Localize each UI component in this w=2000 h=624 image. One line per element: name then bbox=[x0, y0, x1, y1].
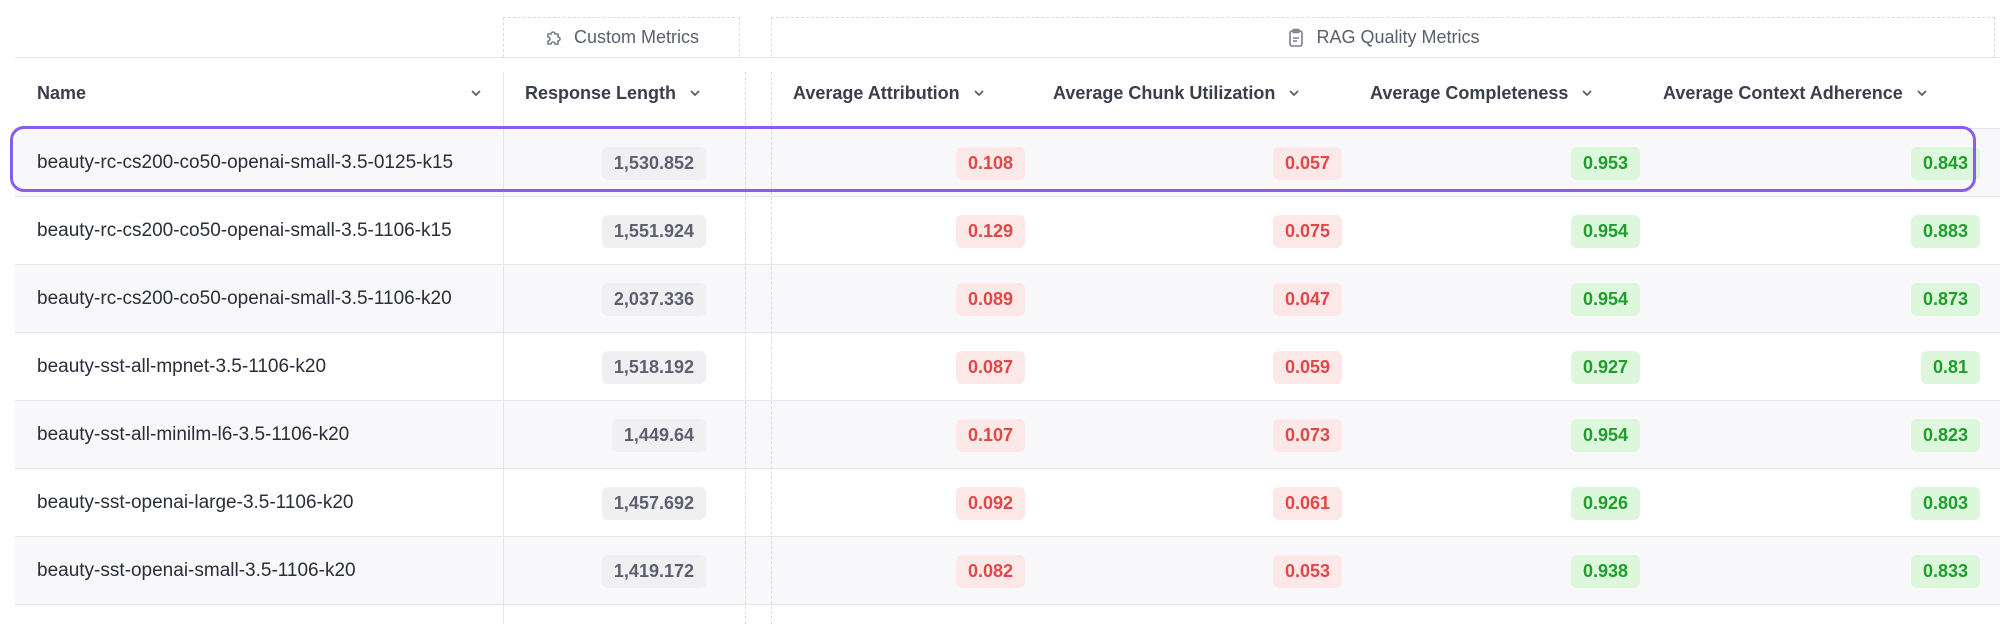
response-length-value: 1,551.924 bbox=[601, 214, 706, 248]
table-row[interactable]: beauty-sst-all-minilm-l6-3.5-1106-k20 1,… bbox=[15, 401, 2000, 469]
attribution-value: 0.082 bbox=[955, 554, 1025, 588]
column-header-chunk-utilization-label: Average Chunk Utilization bbox=[1053, 82, 1276, 103]
column-header-average-context-adherence[interactable]: Average Context Adherence bbox=[1663, 58, 1983, 128]
column-header-name[interactable]: Name bbox=[37, 58, 483, 128]
rag-quality-metrics-group: RAG Quality Metrics bbox=[771, 17, 1995, 57]
column-header-context-adherence-label: Average Context Adherence bbox=[1663, 82, 1903, 103]
table-row[interactable]: beauty-sst-all-mpnet-3.5-1106-k20 1,518.… bbox=[15, 333, 2000, 401]
table-row[interactable]: beauty-sst-openai-small-3.5-1106-k20 1,4… bbox=[15, 537, 2000, 605]
completeness-value: 0.954 bbox=[1570, 282, 1640, 316]
run-name: beauty-rc-cs200-co50-openai-small-3.5-01… bbox=[37, 152, 454, 173]
group-header-row: Custom Metrics RAG Quality Metrics bbox=[15, 15, 2000, 57]
column-header-row: Name Response Length Average Attribution… bbox=[15, 57, 2000, 129]
table-body: beauty-rc-cs200-co50-openai-small-3.5-01… bbox=[15, 129, 2000, 619]
completeness-value: 0.927 bbox=[1570, 350, 1640, 384]
context-adherence-value: 0.81 bbox=[1920, 350, 1980, 384]
column-header-attribution-label: Average Attribution bbox=[793, 82, 960, 103]
completeness-value: 0.938 bbox=[1570, 554, 1640, 588]
table-row[interactable]: beauty-sst-openai-large-3.5-1106-k20 1,4… bbox=[15, 469, 2000, 537]
column-divider bbox=[745, 72, 746, 624]
attribution-value: 0.107 bbox=[955, 418, 1025, 452]
column-header-average-completeness[interactable]: Average Completeness bbox=[1370, 58, 1630, 128]
table-row[interactable]: beauty-rc-cs200-co50-openai-small-3.5-11… bbox=[15, 197, 2000, 265]
context-adherence-value: 0.823 bbox=[1910, 418, 1980, 452]
chunk-utilization-value: 0.061 bbox=[1272, 486, 1342, 520]
chunk-utilization-value: 0.047 bbox=[1272, 282, 1342, 316]
column-divider bbox=[503, 72, 504, 624]
table-row[interactable]: beauty-rc-cs200-co50-openai-small-3.5-01… bbox=[15, 129, 2000, 197]
column-header-response-length[interactable]: Response Length bbox=[525, 58, 740, 128]
chunk-utilization-value: 0.059 bbox=[1272, 350, 1342, 384]
chevron-down-icon[interactable] bbox=[688, 86, 702, 100]
rag-quality-metrics-label: RAG Quality Metrics bbox=[1316, 27, 1480, 47]
context-adherence-value: 0.883 bbox=[1910, 214, 1980, 248]
context-adherence-value: 0.833 bbox=[1910, 554, 1980, 588]
attribution-value: 0.092 bbox=[955, 486, 1025, 520]
response-length-value: 1,530.852 bbox=[601, 146, 706, 180]
column-header-average-chunk-utilization[interactable]: Average Chunk Utilization bbox=[1053, 58, 1353, 128]
context-adherence-value: 0.843 bbox=[1910, 146, 1980, 180]
chunk-utilization-value: 0.073 bbox=[1272, 418, 1342, 452]
context-adherence-value: 0.873 bbox=[1910, 282, 1980, 316]
attribution-value: 0.087 bbox=[955, 350, 1025, 384]
column-header-completeness-label: Average Completeness bbox=[1370, 82, 1569, 103]
response-length-value: 2,037.336 bbox=[601, 282, 706, 316]
puzzle-icon bbox=[547, 30, 561, 45]
chevron-down-icon[interactable] bbox=[469, 86, 483, 100]
attribution-value: 0.129 bbox=[955, 214, 1025, 248]
chevron-down-icon[interactable] bbox=[1915, 86, 1929, 100]
attribution-value: 0.108 bbox=[955, 146, 1025, 180]
completeness-value: 0.954 bbox=[1570, 418, 1640, 452]
run-name: beauty-rc-cs200-co50-openai-small-3.5-11… bbox=[37, 288, 452, 309]
custom-metrics-group: Custom Metrics bbox=[503, 17, 740, 57]
column-header-average-attribution[interactable]: Average Attribution bbox=[793, 58, 1028, 128]
column-divider bbox=[771, 72, 772, 624]
response-length-value: 1,419.172 bbox=[601, 554, 706, 588]
response-length-value: 1,518.192 bbox=[601, 350, 706, 384]
run-name: beauty-sst-openai-large-3.5-1106-k20 bbox=[37, 492, 354, 513]
attribution-value: 0.089 bbox=[955, 282, 1025, 316]
response-length-value: 1,457.692 bbox=[601, 486, 706, 520]
run-name: beauty-sst-all-mpnet-3.5-1106-k20 bbox=[37, 356, 327, 377]
chevron-down-icon[interactable] bbox=[972, 86, 986, 100]
chunk-utilization-value: 0.053 bbox=[1272, 554, 1342, 588]
run-name: beauty-rc-cs200-co50-openai-small-3.5-11… bbox=[37, 220, 452, 241]
run-name: beauty-sst-all-minilm-l6-3.5-1106-k20 bbox=[37, 424, 350, 445]
run-name: beauty-sst-openai-small-3.5-1106-k20 bbox=[37, 560, 356, 581]
column-header-name-label: Name bbox=[37, 82, 87, 103]
clipboard-check-icon bbox=[1289, 28, 1304, 47]
column-header-response-length-label: Response Length bbox=[525, 82, 677, 103]
completeness-value: 0.926 bbox=[1570, 486, 1640, 520]
response-length-value: 1,449.64 bbox=[611, 418, 706, 452]
runs-table: Custom Metrics RAG Quality Metrics Name … bbox=[15, 15, 2000, 624]
completeness-value: 0.953 bbox=[1570, 146, 1640, 180]
table-row[interactable]: beauty-rc-cs200-co50-openai-small-3.5-11… bbox=[15, 265, 2000, 333]
context-adherence-value: 0.803 bbox=[1910, 486, 1980, 520]
chunk-utilization-value: 0.057 bbox=[1272, 146, 1342, 180]
chunk-utilization-value: 0.075 bbox=[1272, 214, 1342, 248]
custom-metrics-label: Custom Metrics bbox=[573, 27, 699, 47]
chevron-down-icon[interactable] bbox=[1580, 86, 1594, 100]
completeness-value: 0.954 bbox=[1570, 214, 1640, 248]
chevron-down-icon[interactable] bbox=[1287, 86, 1301, 100]
